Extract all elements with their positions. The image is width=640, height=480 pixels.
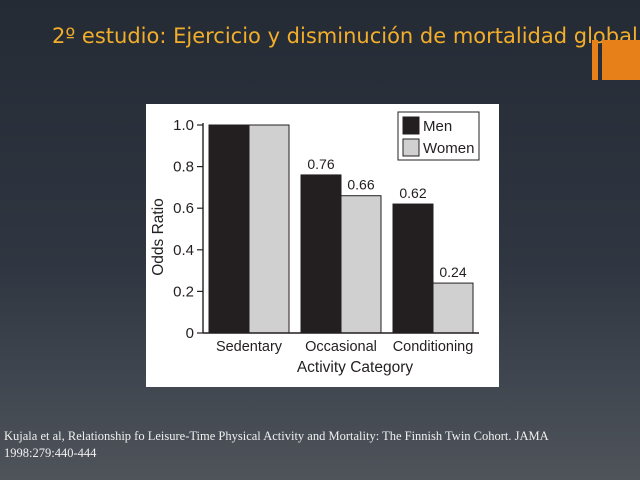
- bar-men-occasional: [300, 174, 342, 334]
- y-tick-label: 0: [186, 325, 194, 342]
- data-label: 0.24: [439, 264, 466, 280]
- legend-label-women: Women: [423, 140, 474, 157]
- chart-panel: 0 0.2 0.4 0.6 0.8 1.0 Sedentary 0.76 0.66 Occasio…: [146, 104, 499, 387]
- y-axis-title: Odds Ratio: [150, 198, 167, 276]
- bar-women-conditioning: [432, 282, 474, 334]
- bar-men-conditioning: [392, 203, 434, 334]
- accent-bar-thin: [592, 40, 598, 80]
- legend-label-men: Men: [423, 118, 452, 135]
- accent-bar-wide: [602, 40, 640, 80]
- legend-swatch-women: [402, 138, 420, 157]
- data-label: 0.62: [399, 185, 426, 201]
- y-tick-label: 1.0: [173, 117, 194, 134]
- y-tick-label: 0.6: [173, 200, 194, 217]
- data-label: 0.76: [307, 156, 334, 172]
- x-axis-title: Activity Category: [297, 359, 414, 376]
- legend-swatch-men: [402, 116, 420, 135]
- bar-men-sedentary: [208, 124, 250, 334]
- y-tick-label: 0.2: [173, 283, 194, 300]
- corner-accent: [592, 40, 640, 80]
- bar-women-occasional: [340, 195, 382, 334]
- citation-text: Kujala et al, Relationship fo Leisure-Ti…: [4, 429, 548, 460]
- slide-title: 2º estudio: Ejercicio y disminución de m…: [52, 24, 638, 48]
- odds-ratio-bar-chart: 0 0.2 0.4 0.6 0.8 1.0 Sedentary 0.76 0.66 Occasio…: [150, 111, 480, 376]
- bar-women-sedentary: [248, 124, 290, 334]
- x-tick-label: Conditioning: [393, 339, 474, 355]
- y-tick-label: 0.8: [173, 159, 194, 176]
- y-tick-label: 0.4: [173, 242, 194, 259]
- x-tick-label: Sedentary: [216, 339, 283, 355]
- data-label: 0.66: [347, 177, 374, 193]
- x-tick-label: Occasional: [305, 339, 377, 355]
